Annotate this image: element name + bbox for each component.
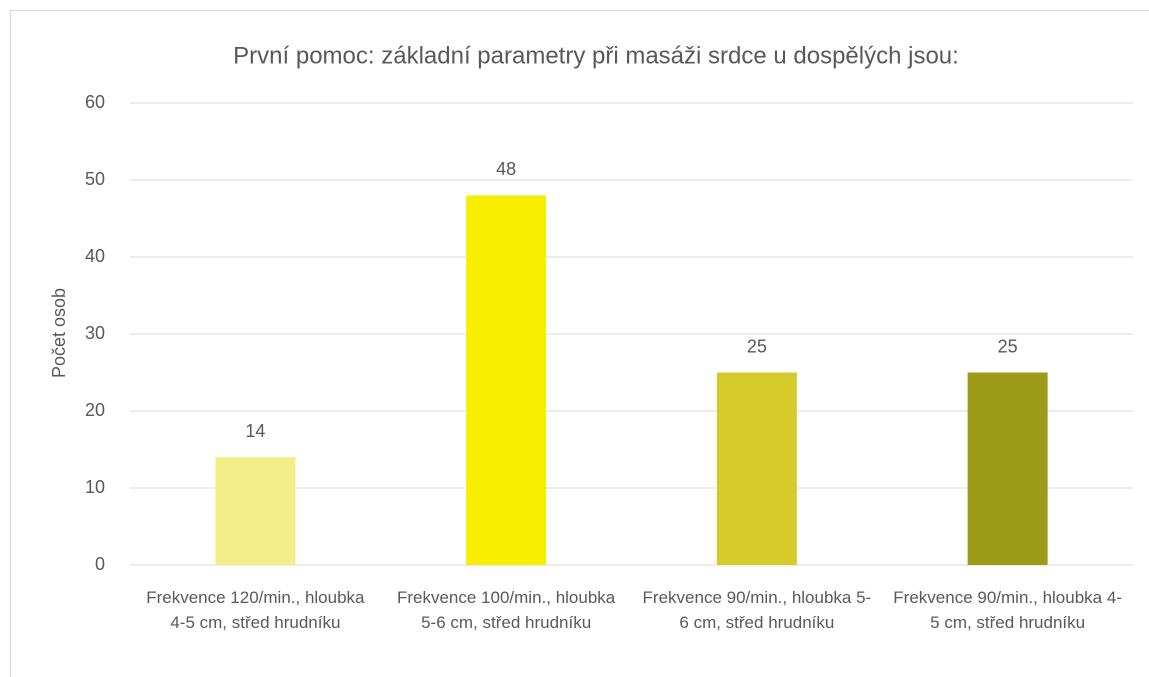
bar [466,195,547,565]
y-tick-label: 30 [85,323,105,343]
y-tick-label: 20 [85,400,105,420]
x-tick-label: Frekvence 90/min., hloubka 4-5 cm, střed… [893,588,1122,632]
chart-title: První pomoc: základní parametry při masá… [233,42,959,69]
bar [215,457,296,565]
data-label: 48 [496,159,516,179]
data-label: 25 [747,336,767,356]
y-axis-label: Počet osob [49,288,69,378]
x-tick-label: Frekvence 90/min., hloubka 5-6 cm, střed… [642,588,872,632]
y-tick-label: 40 [85,246,105,266]
y-tick-label: 10 [85,477,105,497]
y-tick-label: 0 [95,554,105,574]
bar [716,372,797,565]
y-tick-label: 50 [85,169,105,189]
chart-border [10,10,1149,677]
data-label: 25 [998,336,1018,356]
data-label: 14 [245,421,265,441]
x-tick-label: Frekvence 120/min., hloubka 4-5 cm, stře… [146,588,365,632]
x-tick-label: Frekvence 100/min., hloubka 5-6 cm, stře… [396,588,616,632]
y-tick-label: 60 [85,92,105,112]
bar [967,372,1048,565]
